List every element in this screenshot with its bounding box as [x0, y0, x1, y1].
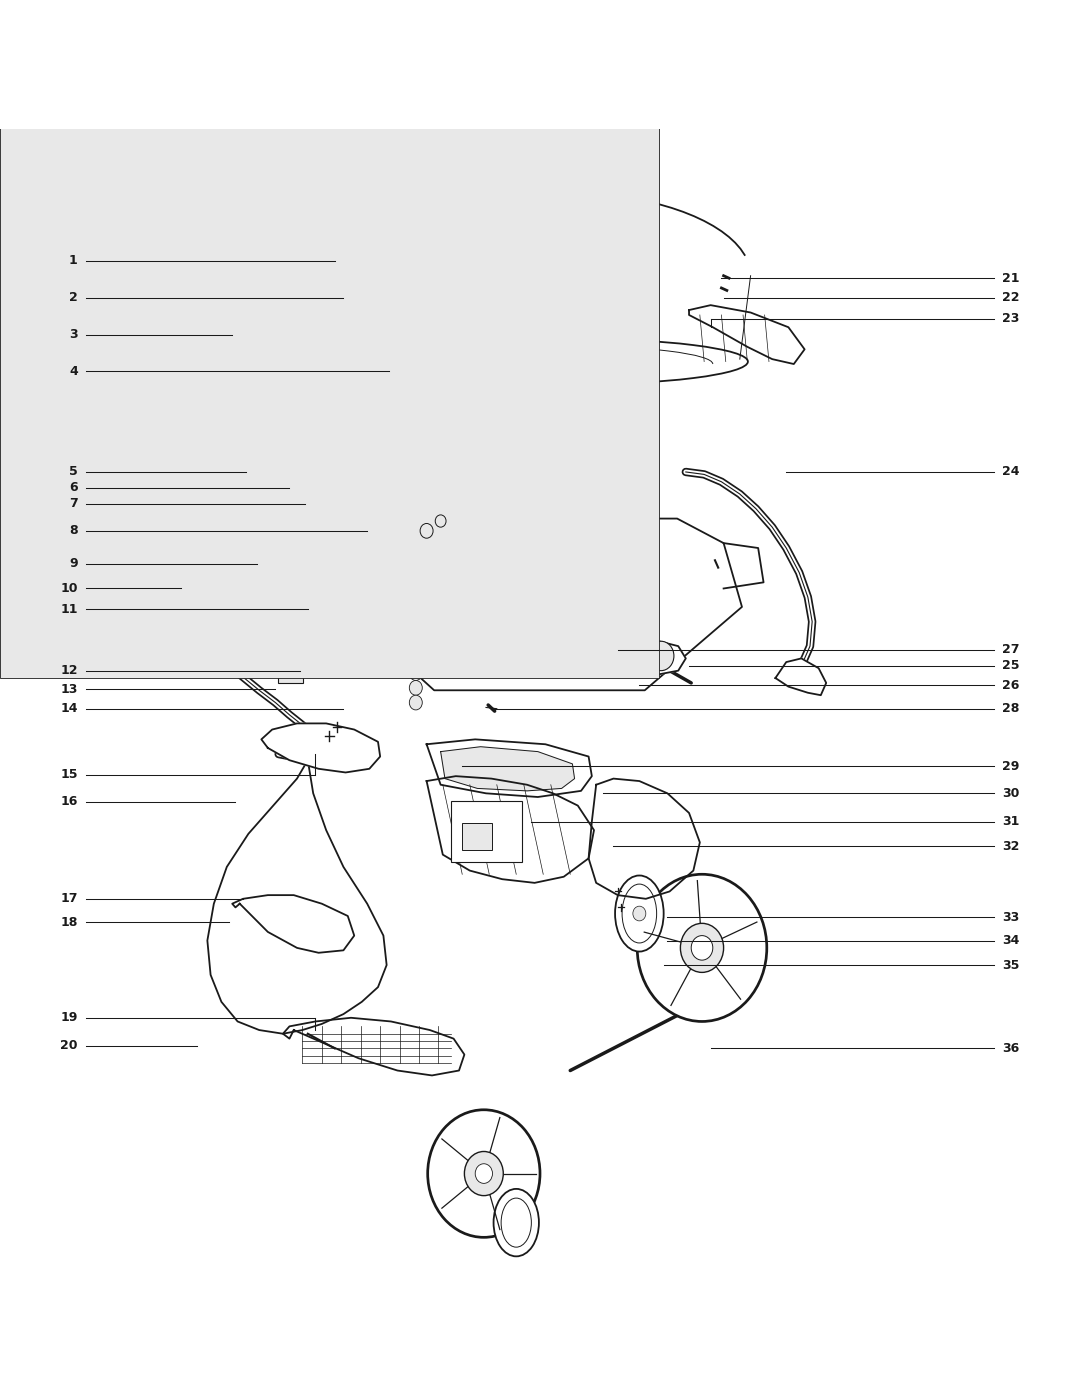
Polygon shape — [343, 476, 626, 495]
Circle shape — [326, 285, 339, 299]
Text: 36: 36 — [1002, 1042, 1020, 1055]
Text: 29: 29 — [1002, 760, 1020, 773]
Circle shape — [475, 1164, 492, 1183]
Circle shape — [409, 666, 422, 680]
Polygon shape — [689, 305, 805, 365]
Text: 32: 32 — [1002, 840, 1020, 852]
Text: 20: 20 — [60, 1039, 78, 1052]
Circle shape — [409, 636, 422, 651]
Circle shape — [691, 936, 713, 960]
Text: Diagrama de despiece: Diagrama de despiece — [396, 54, 727, 81]
Polygon shape — [294, 239, 437, 291]
Circle shape — [409, 696, 422, 710]
Text: 8: 8 — [69, 524, 78, 538]
Text: 21: 21 — [1002, 271, 1020, 285]
Text: 2: 2 — [69, 292, 78, 305]
Circle shape — [633, 907, 646, 921]
Circle shape — [529, 265, 551, 291]
Text: 4: 4 — [25, 15, 94, 113]
Polygon shape — [581, 200, 639, 217]
Circle shape — [535, 567, 561, 597]
Text: 4: 4 — [69, 365, 78, 377]
Text: 10: 10 — [60, 583, 78, 595]
Text: 16: 16 — [60, 795, 78, 809]
Circle shape — [648, 641, 674, 671]
Bar — [599, 615, 648, 654]
Polygon shape — [378, 193, 745, 365]
Text: 12: 12 — [60, 664, 78, 678]
Text: 17: 17 — [60, 893, 78, 905]
Polygon shape — [473, 365, 599, 446]
Text: Vision éclatée: Vision éclatée — [457, 89, 666, 116]
Circle shape — [680, 923, 724, 972]
Circle shape — [420, 524, 433, 538]
Text: 35: 35 — [1002, 958, 1020, 971]
Text: 28: 28 — [1002, 703, 1020, 715]
Polygon shape — [232, 895, 354, 953]
Text: 6: 6 — [69, 482, 78, 495]
Text: 15: 15 — [60, 768, 78, 781]
Text: 25: 25 — [1002, 659, 1020, 672]
Polygon shape — [441, 747, 575, 791]
Bar — [302, 638, 330, 664]
Text: 34: 34 — [1002, 935, 1020, 947]
Text: 3: 3 — [69, 328, 78, 341]
Polygon shape — [324, 472, 648, 499]
Circle shape — [589, 265, 610, 291]
Circle shape — [491, 567, 517, 597]
Bar — [278, 661, 303, 683]
Text: 26: 26 — [1002, 679, 1020, 692]
Polygon shape — [342, 518, 742, 690]
Polygon shape — [207, 760, 387, 1034]
Text: 7: 7 — [69, 497, 78, 510]
Bar — [356, 479, 473, 556]
Text: 24: 24 — [1002, 465, 1020, 478]
Text: 22: 22 — [1002, 292, 1020, 305]
Polygon shape — [427, 739, 592, 798]
Text: Exploded View: Exploded View — [453, 21, 671, 46]
Text: 27: 27 — [1002, 643, 1020, 657]
Circle shape — [312, 285, 325, 299]
Text: 19: 19 — [60, 1011, 78, 1024]
Circle shape — [464, 1151, 503, 1196]
Bar — [477, 557, 575, 606]
FancyBboxPatch shape — [0, 0, 659, 678]
Bar — [451, 800, 522, 862]
Text: 33: 33 — [1002, 911, 1020, 923]
Ellipse shape — [616, 876, 663, 951]
Polygon shape — [427, 777, 594, 883]
Ellipse shape — [580, 580, 623, 615]
Text: 31: 31 — [1002, 814, 1020, 828]
Bar — [462, 823, 492, 849]
Text: 13: 13 — [60, 683, 78, 696]
Polygon shape — [329, 365, 470, 446]
Text: 11: 11 — [60, 604, 78, 616]
Circle shape — [409, 680, 422, 696]
Text: 1: 1 — [69, 254, 78, 267]
Text: 5: 5 — [69, 465, 78, 478]
Polygon shape — [261, 724, 380, 773]
Text: 9: 9 — [69, 557, 78, 570]
Text: 18: 18 — [60, 915, 78, 929]
Bar — [329, 256, 396, 291]
Circle shape — [637, 875, 767, 1021]
Text: 23: 23 — [1002, 312, 1020, 326]
Circle shape — [435, 515, 446, 527]
Ellipse shape — [494, 1189, 539, 1256]
Polygon shape — [589, 778, 700, 898]
Circle shape — [428, 1109, 540, 1238]
Circle shape — [409, 651, 422, 666]
Text: 14: 14 — [60, 703, 78, 715]
Text: 30: 30 — [1002, 787, 1020, 800]
Polygon shape — [618, 641, 686, 675]
Polygon shape — [775, 658, 826, 696]
Ellipse shape — [448, 555, 529, 598]
Bar — [205, 251, 340, 324]
Polygon shape — [283, 1018, 464, 1076]
